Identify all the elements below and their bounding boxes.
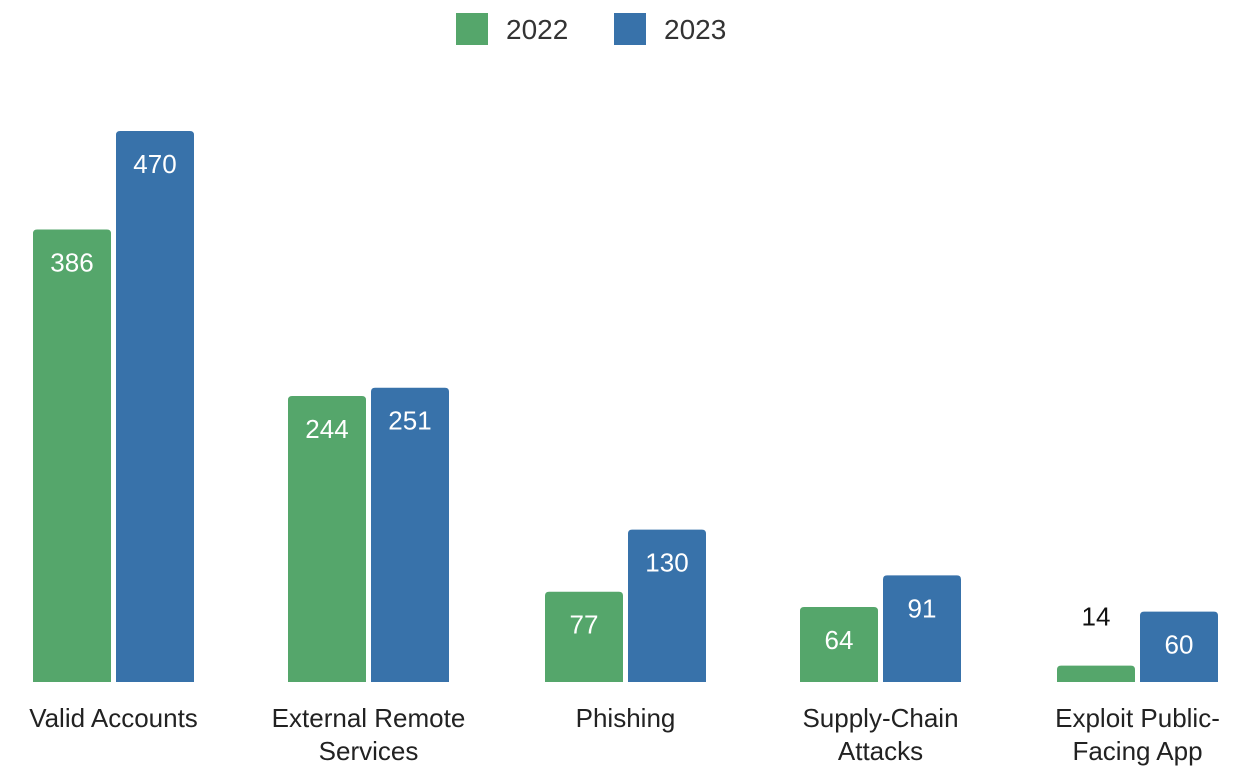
bar-2023-0 [116, 131, 194, 682]
bar-value-label-2023-4: 60 [1165, 630, 1194, 660]
bar-value-label-2022-2: 77 [570, 610, 599, 640]
bar-value-label-2022-0: 386 [50, 247, 93, 277]
category-label-4: Exploit Public-Facing App [1055, 703, 1220, 766]
bar-value-label-2023-0: 470 [133, 149, 176, 179]
bar-value-label-2022-3: 64 [825, 625, 854, 655]
legend-swatch-2023 [614, 13, 646, 45]
bar-2022-3 [800, 606, 878, 682]
category-label-3: Supply-Chain Attacks [802, 703, 958, 766]
legend-label-2023: 2023 [664, 14, 726, 45]
bar-2023-1 [371, 387, 449, 682]
legend: 2022 2023 [456, 13, 726, 45]
legend-label-2022: 2022 [506, 14, 568, 45]
bar-2022-1 [288, 395, 366, 682]
bar-value-label-2022-4: 14 [1082, 602, 1111, 632]
bar-2023-3 [883, 575, 961, 682]
bar-value-label-2022-1: 244 [305, 414, 348, 444]
category-label-1: External Remote Services [272, 703, 466, 766]
bar-value-label-2023-1: 251 [388, 406, 431, 436]
category-label-0: Valid Accounts [29, 703, 198, 733]
bar-2022-0 [33, 229, 111, 682]
bar-2023-4 [1140, 611, 1218, 682]
bar-2023-2 [628, 529, 706, 682]
bar-value-label-2023-2: 130 [645, 548, 688, 578]
bar-value-label-2023-3: 91 [908, 593, 937, 623]
category-label-2: Phishing [576, 703, 676, 733]
legend-swatch-2022 [456, 13, 488, 45]
bars-group [33, 131, 1218, 682]
bar-2022-2 [545, 591, 623, 682]
bar-labels-group: 386 470 244 251 77 130 64 91 14 60 [50, 149, 1193, 660]
category-labels-group: Valid Accounts External Remote Services Phi… [29, 703, 1220, 766]
bar-2022-4 [1057, 665, 1135, 682]
